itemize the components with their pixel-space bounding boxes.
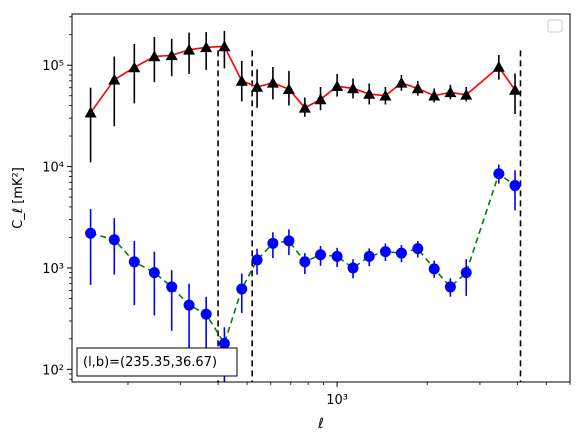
data-point <box>85 227 97 239</box>
data-point <box>283 235 295 247</box>
data-point <box>266 76 279 88</box>
data-point <box>395 247 407 259</box>
data-point <box>347 262 359 274</box>
data-point <box>218 40 231 52</box>
y-tick-label: 10³ <box>42 262 64 277</box>
data-point <box>165 49 178 61</box>
data-point <box>200 308 212 320</box>
x-tick-label: 10³ <box>326 393 348 408</box>
data-point <box>183 43 196 55</box>
data-point <box>331 250 343 262</box>
annotation-box <box>76 347 238 377</box>
data-point <box>148 267 160 279</box>
y-axis-label: C_ℓ [mK²] <box>11 167 26 229</box>
data-point <box>412 243 424 255</box>
data-point <box>251 254 263 266</box>
data-point <box>166 281 178 293</box>
data-point <box>509 180 521 192</box>
data-point <box>251 80 264 92</box>
series-layer <box>84 30 522 382</box>
data-point <box>460 267 472 279</box>
data-point <box>347 82 360 94</box>
data-point <box>379 89 392 101</box>
data-point <box>128 256 140 268</box>
x-axis-label: ℓ <box>317 416 324 432</box>
vertical-lines <box>217 50 522 382</box>
data-point <box>183 299 195 311</box>
annotation: (l,b)=(235.35,36.67) <box>76 347 238 377</box>
data-point <box>331 80 344 92</box>
ticks: 10² 10³ 10⁴ 10⁵ 10³ <box>42 16 571 408</box>
data-point <box>298 101 311 113</box>
data-point <box>235 74 248 86</box>
plot-frame <box>71 13 571 383</box>
legend-box <box>547 19 563 33</box>
data-point <box>236 283 248 295</box>
y-tick-label: 10² <box>42 363 64 378</box>
data-point <box>200 41 213 53</box>
data-point <box>379 246 391 258</box>
data-point <box>363 87 376 99</box>
data-point <box>492 61 505 72</box>
data-point <box>315 249 327 261</box>
data-point <box>267 237 279 249</box>
data-point <box>314 93 327 105</box>
series-1 <box>85 164 521 382</box>
data-point <box>460 88 473 100</box>
data-point <box>218 337 230 349</box>
annotation-text: (l,b)=(235.35,36.67) <box>83 355 217 370</box>
data-point <box>282 83 295 94</box>
data-point <box>363 250 375 262</box>
data-point <box>428 89 441 101</box>
y-tick-label: 10⁴ <box>42 161 64 176</box>
data-point <box>108 73 121 85</box>
data-point <box>299 256 311 268</box>
data-point <box>493 168 505 180</box>
data-point <box>128 61 141 73</box>
series-0 <box>84 30 522 163</box>
data-point <box>395 76 408 88</box>
data-point <box>444 281 456 293</box>
data-point <box>108 234 120 246</box>
y-tick-label: 10⁵ <box>42 59 64 74</box>
data-point <box>411 82 424 94</box>
data-point <box>428 263 440 275</box>
data-point <box>444 86 457 98</box>
data-point <box>509 83 522 95</box>
data-point <box>148 50 161 62</box>
data-point <box>84 106 97 118</box>
